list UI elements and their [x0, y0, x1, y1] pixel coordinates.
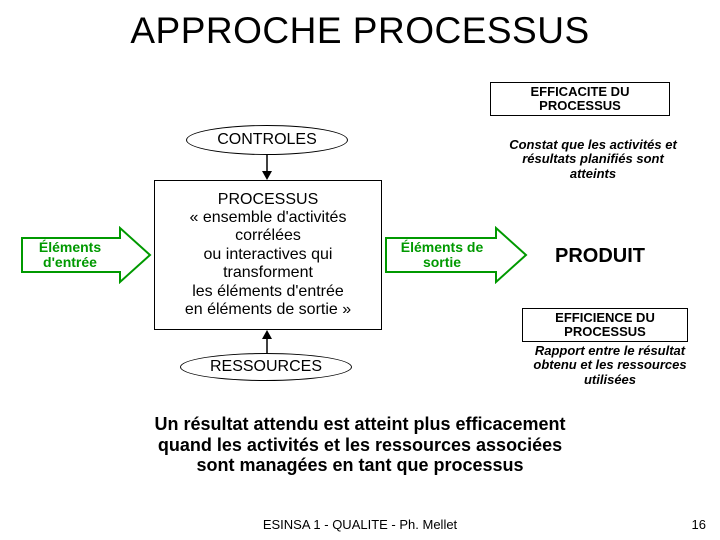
arrow-out-l2: sortie: [423, 254, 461, 270]
arrow-out-label: Éléments de sortie: [394, 240, 490, 271]
arrow-out-l1: Éléments de: [401, 239, 483, 255]
processus-l5: les éléments d'entrée: [192, 283, 344, 301]
efficience-desc-l2: obtenu et les ressources: [533, 357, 686, 372]
processus-l1: « ensemble d'activités: [190, 209, 347, 227]
processus-l3: ou interactives qui: [204, 246, 333, 264]
efficacite-box: EFFICACITE DU PROCESSUS: [490, 82, 670, 116]
footer-text: ESINSA 1 - QUALITE - Ph. Mellet: [0, 517, 720, 532]
efficience-desc-l1: Rapport entre le résultat: [535, 343, 685, 358]
efficacite-title: EFFICACITE DU PROCESSUS: [491, 85, 669, 114]
produit-label: PRODUIT: [555, 245, 645, 268]
summary-l3: sont managées en tant que processus: [196, 455, 523, 475]
processus-l4: transforment: [223, 264, 313, 282]
efficience-desc-l3: utilisées: [584, 372, 636, 387]
efficience-desc: Rapport entre le résultat obtenu et les …: [510, 344, 710, 387]
arrow-in-l1: Éléments: [39, 239, 101, 255]
arrow-in-label: Éléments d'entrée: [30, 240, 110, 271]
processus-l6: en éléments de sortie »: [185, 301, 351, 319]
efficacite-desc-l3: atteints: [570, 166, 616, 181]
efficacite-desc-l2: résultats planifiés sont: [522, 151, 664, 166]
ressources-label: RESSOURCES: [210, 358, 322, 376]
efficacite-desc-l1: Constat que les activités et: [509, 137, 677, 152]
controles-label: CONTROLES: [217, 131, 317, 149]
arrow-ressources-up-icon: [260, 330, 274, 354]
efficience-box: EFFICIENCE DU PROCESSUS: [522, 308, 688, 342]
efficacite-desc: Constat que les activités et résultats p…: [488, 138, 698, 181]
line-efficacite-down-icon: [576, 116, 584, 138]
processus-box: PROCESSUS « ensemble d'activités corrélé…: [154, 180, 382, 330]
produit-text: PRODUIT: [555, 245, 645, 267]
controles-ellipse: CONTROLES: [186, 125, 348, 155]
page-title: APPROCHE PROCESSUS: [0, 0, 720, 52]
summary-text: Un résultat attendu est atteint plus eff…: [0, 414, 720, 476]
ressources-ellipse: RESSOURCES: [180, 353, 352, 381]
efficience-title: EFFICIENCE DU PROCESSUS: [523, 311, 687, 340]
summary-l1: Un résultat attendu est atteint plus eff…: [154, 414, 565, 434]
processus-heading: PROCESSUS: [218, 191, 318, 209]
summary-l2: quand les activités et les ressources as…: [158, 435, 562, 455]
processus-l2: corrélées: [235, 227, 301, 245]
arrow-controles-down-icon: [260, 155, 274, 181]
arrow-in-l2: d'entrée: [43, 254, 97, 270]
page-number: 16: [692, 517, 706, 532]
